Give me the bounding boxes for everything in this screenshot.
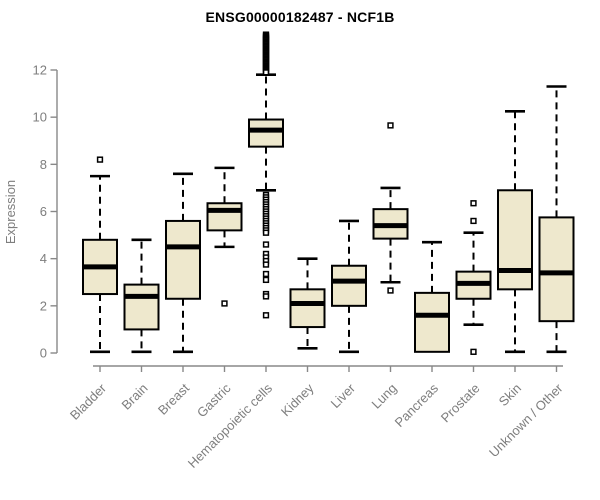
outlier-point xyxy=(470,348,477,355)
box-hematopoietic-cells xyxy=(248,118,284,148)
category-label: Gastric xyxy=(194,380,234,420)
box-kidney xyxy=(289,288,326,329)
y-tick-label: 6 xyxy=(40,204,47,219)
category-label: Breast xyxy=(155,380,192,417)
category-label: Unknown / Other xyxy=(486,380,566,460)
outlier-point xyxy=(221,300,228,307)
outlier-point xyxy=(262,270,270,278)
category-label: Brain xyxy=(119,381,151,413)
box-skin xyxy=(497,189,533,291)
category-label: Pancreas xyxy=(392,380,442,430)
category-label: Skin xyxy=(496,381,524,409)
chart-title: ENSG00000182487 - NCF1B xyxy=(205,9,395,25)
box-gastric xyxy=(206,202,243,232)
y-tick-label: 0 xyxy=(40,346,47,361)
outlier-point xyxy=(262,241,270,248)
category-label: Kidney xyxy=(278,380,317,419)
outlier-point xyxy=(262,312,270,319)
y-tick-label: 4 xyxy=(40,251,47,266)
box-unknown-other xyxy=(538,216,575,323)
box-brain xyxy=(123,283,160,331)
box-liver xyxy=(331,264,367,307)
outlier-point xyxy=(262,276,270,284)
outlier-point xyxy=(470,217,477,225)
box-pancreas xyxy=(414,291,450,353)
outlier-point xyxy=(387,287,394,294)
y-axis-title: Expression xyxy=(3,180,18,244)
category-label: Lung xyxy=(369,381,400,412)
outlier-point xyxy=(387,122,394,129)
y-tick-label: 2 xyxy=(40,298,47,313)
y-tick-label: 10 xyxy=(33,110,47,125)
outlier-point xyxy=(262,293,270,300)
outlier-point xyxy=(262,229,270,236)
outlier-point xyxy=(96,156,104,163)
y-tick-label: 12 xyxy=(33,63,47,78)
category-label: Prostate xyxy=(438,381,483,426)
box-breast xyxy=(165,219,201,300)
outlier-point xyxy=(262,261,270,268)
outlier-point xyxy=(262,69,270,76)
category-label: Bladder xyxy=(67,380,110,423)
category-label: Liver xyxy=(328,380,359,411)
outlier-point xyxy=(470,200,477,207)
y-tick-label: 8 xyxy=(40,157,47,172)
